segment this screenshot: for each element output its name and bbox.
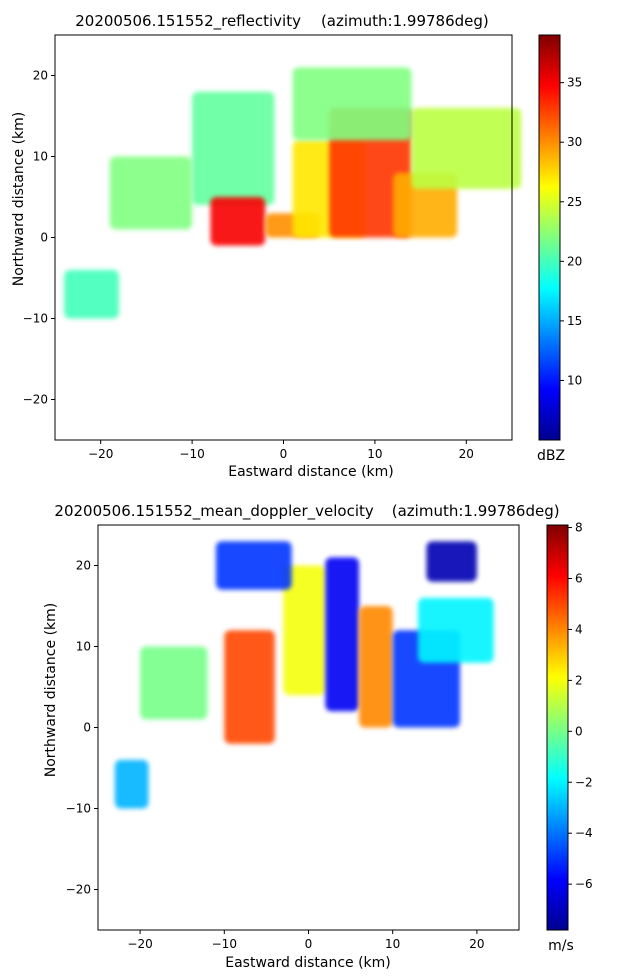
y-tick-label: 0 xyxy=(40,231,48,245)
colorbar-tick-label: 2 xyxy=(575,673,583,687)
chart-title: 20200506.151552_reflectivity (azimuth:1.9… xyxy=(75,12,489,31)
colorbar-tick-label: 35 xyxy=(567,76,582,90)
y-tick-label: 20 xyxy=(76,559,91,573)
colorbar-tick-label: 30 xyxy=(567,135,582,149)
colorbar-tick-label: 8 xyxy=(575,521,583,535)
heatmap-cell xyxy=(210,197,266,246)
colorbar-ticks: 10 15 20 25 30 35 xyxy=(560,76,582,387)
x-tick-label: 0 xyxy=(280,447,288,461)
colorbar-tick-label: −2 xyxy=(575,775,593,789)
heatmap-cell xyxy=(417,597,494,663)
colorbar-tick-label: 0 xyxy=(575,724,583,738)
y-tick-label: 20 xyxy=(33,69,48,83)
colorbar-tick-label: 10 xyxy=(567,373,582,387)
x-axis-label: Eastward distance (km) xyxy=(225,955,391,971)
y-tick-label: 0 xyxy=(83,721,91,735)
heatmap-cell xyxy=(359,606,393,728)
colorbar-tick-label: 25 xyxy=(567,195,582,209)
heatmap-cell xyxy=(140,646,208,720)
heatmap-area xyxy=(114,541,494,809)
x-tick-label: 0 xyxy=(305,937,313,951)
colorbar-ticks: −6 −4 −2 0 2 4 6 8 xyxy=(568,521,593,891)
x-axis-ticks: −20 −10 0 10 20 xyxy=(127,930,485,951)
y-axis-label: Northward distance (km) xyxy=(43,603,59,777)
x-tick-label: −20 xyxy=(88,447,113,461)
x-tick-label: −10 xyxy=(212,937,237,951)
heatmap-cell xyxy=(292,67,412,141)
y-axis-ticks: −20 −10 0 10 20 xyxy=(23,69,55,407)
y-axis-label: Northward distance (km) xyxy=(11,112,27,286)
heatmap-cell xyxy=(64,269,119,319)
colorbar-label: m/s xyxy=(548,938,574,954)
y-tick-label: −20 xyxy=(23,393,48,407)
x-axis-ticks: −20 −10 0 10 20 xyxy=(88,440,474,461)
heatmap-cell xyxy=(224,630,275,744)
heatmap-cell xyxy=(426,541,477,582)
heatmap-cell xyxy=(192,91,275,206)
colorbar-tick-label: −6 xyxy=(575,877,593,891)
y-tick-label: −20 xyxy=(66,883,91,897)
x-tick-label: −10 xyxy=(179,447,204,461)
heatmap-cell xyxy=(283,565,326,696)
y-tick-label: 10 xyxy=(33,150,48,164)
heatmap-area xyxy=(64,67,522,319)
x-tick-label: 20 xyxy=(469,937,484,951)
colorbar xyxy=(546,524,569,931)
y-tick-label: 10 xyxy=(76,640,91,654)
heatmap-cell xyxy=(109,156,193,230)
heatmap-cell xyxy=(114,759,149,809)
colorbar-tick-label: 15 xyxy=(567,314,582,328)
colorbar-label: dBZ xyxy=(537,448,565,464)
heatmap-cell xyxy=(411,107,522,189)
colorbar xyxy=(538,34,561,441)
x-tick-label: −20 xyxy=(127,937,152,951)
x-tick-label: 10 xyxy=(385,937,400,951)
panel-doppler-velocity: 20200506.151552_mean_doppler_velocity (az… xyxy=(43,502,593,971)
x-tick-label: 20 xyxy=(459,447,474,461)
y-tick-label: −10 xyxy=(66,802,91,816)
x-tick-label: 10 xyxy=(367,447,382,461)
y-tick-label: −10 xyxy=(23,312,48,326)
heatmap-cell xyxy=(325,557,360,712)
panel-reflectivity: 20200506.151552_reflectivity (azimuth:1.9… xyxy=(11,12,582,480)
x-axis-label: Eastward distance (km) xyxy=(228,464,394,480)
y-axis-ticks: −20 −10 0 10 20 xyxy=(66,559,98,897)
heatmap-cell xyxy=(215,541,292,590)
chart-title: 20200506.151552_mean_doppler_velocity (az… xyxy=(54,502,559,521)
colorbar-tick-label: 4 xyxy=(575,622,583,636)
colorbar-tick-label: 20 xyxy=(567,254,582,268)
colorbar-tick-label: −4 xyxy=(575,826,593,840)
colorbar-tick-label: 6 xyxy=(575,571,583,585)
